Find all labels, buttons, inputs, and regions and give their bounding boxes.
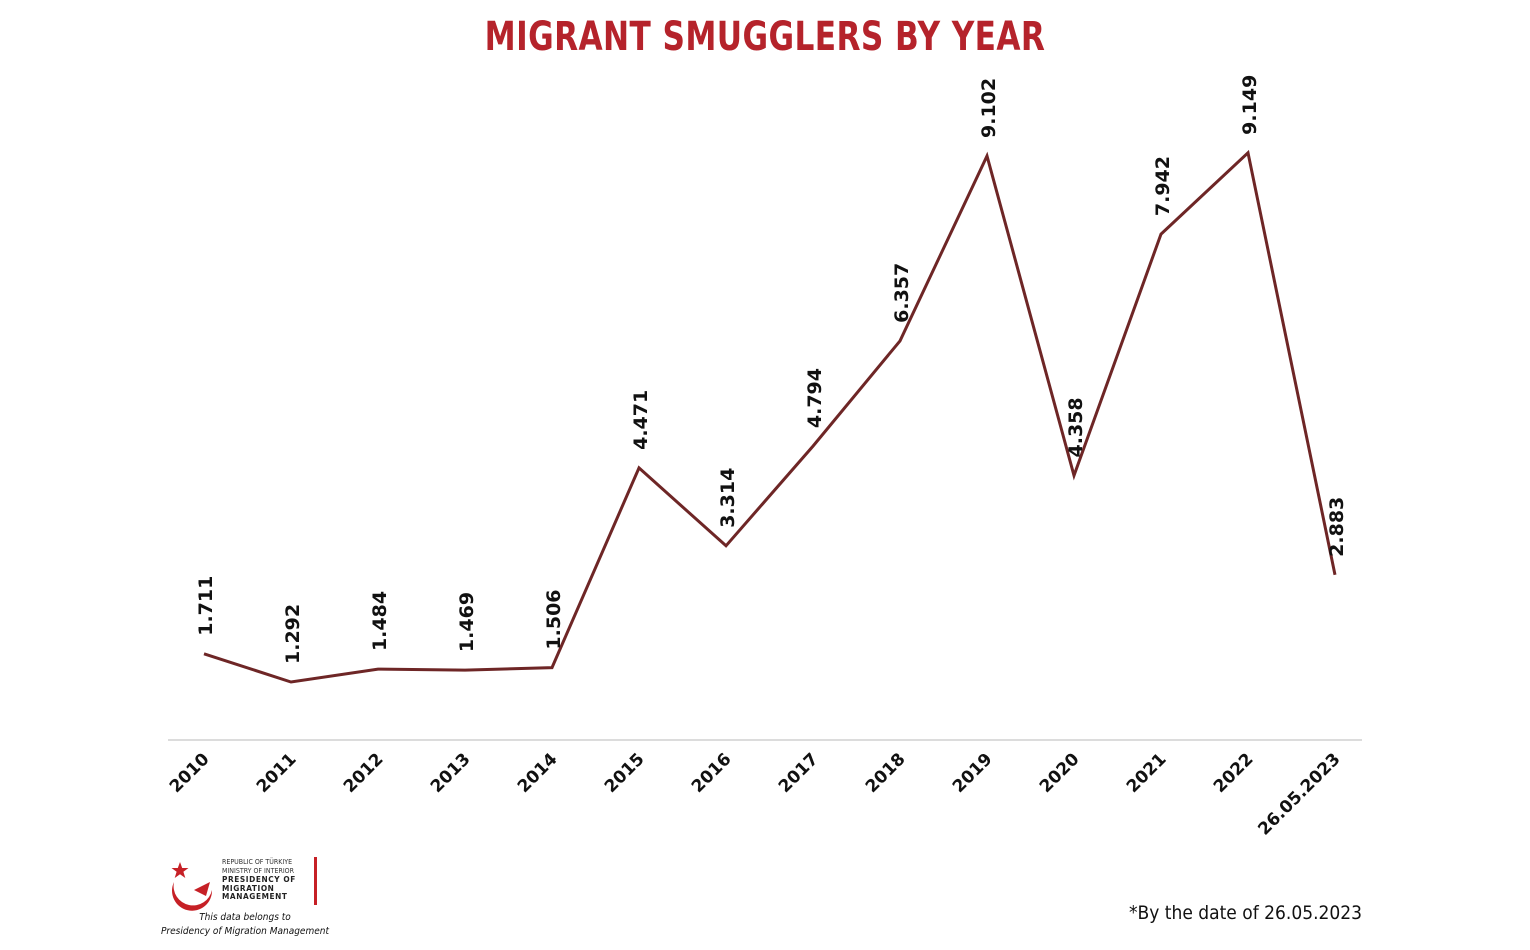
logo-line-4: MIGRATION MANAGEMENT [222,882,288,901]
data-label: 1.469 [456,592,478,652]
crescent-star-icon [171,862,213,911]
x-tick-label: 2011 [253,749,301,797]
logo-caption: This data belongs to Presidency of Migra… [160,911,330,939]
ministry-logo: REPUBLIC OF TÜRKIYE MINISTRY OF INTERIOR… [160,856,330,946]
x-tick-label: 2015 [601,749,649,797]
x-tick-label: 2014 [514,749,562,797]
data-label: 1.292 [282,604,304,664]
logo-line-3: PRESIDENCY OF [222,874,296,884]
logo-caption-line-2: Presidency of Migration Management [161,926,329,937]
x-tick-labels: 2010 2011 2012 2013 2014 2015 2016 2017 2018 2019… [166,749,1345,839]
x-tick-label: 2019 [949,749,997,797]
x-tick-label: 2018 [862,749,910,797]
x-tick-label: 2020 [1036,749,1084,797]
chart-title: MIGRANT SMUGGLERS BY YEAR [484,14,1046,60]
data-label: 9.149 [1239,75,1261,135]
x-tick-label: 2012 [340,749,388,797]
x-tick-label: 2016 [688,749,736,797]
data-label: 6.357 [891,263,913,323]
logo-text: REPUBLIC OF TÜRKIYE MINISTRY OF INTERIOR… [222,858,314,901]
data-label: 1.484 [369,591,391,651]
data-labels: 1.711 1.292 1.484 1.469 1.506 4.471 3.314 4.794… [195,75,1348,664]
x-tick-label: 2021 [1123,749,1171,797]
x-tick-label: 2017 [775,749,823,797]
data-label: 4.471 [630,390,652,450]
series-line [203,149,1337,684]
data-label: 4.358 [1065,397,1087,457]
logo-caption-line-1: This data belongs to [199,912,291,923]
x-tick-label: 2022 [1210,749,1258,797]
x-tick-label: 2013 [427,749,475,797]
data-label: 1.711 [195,576,217,636]
data-label: 7.942 [1152,156,1174,216]
data-label: 2.883 [1326,497,1348,557]
logo-divider [314,857,317,905]
data-label: 3.314 [717,468,739,528]
x-tick-label: 2010 [166,749,214,797]
data-label: 4.794 [804,368,826,428]
logo-line-2: MINISTRY OF INTERIOR [222,866,295,875]
x-tick-label: 26.05.2023 [1254,749,1344,839]
logo-line-1: REPUBLIC OF TÜRKIYE [222,858,293,866]
data-label: 9.102 [978,78,1000,138]
data-label: 1.506 [543,589,565,649]
footnote: *By the date of 26.05.2023 [1128,902,1362,924]
